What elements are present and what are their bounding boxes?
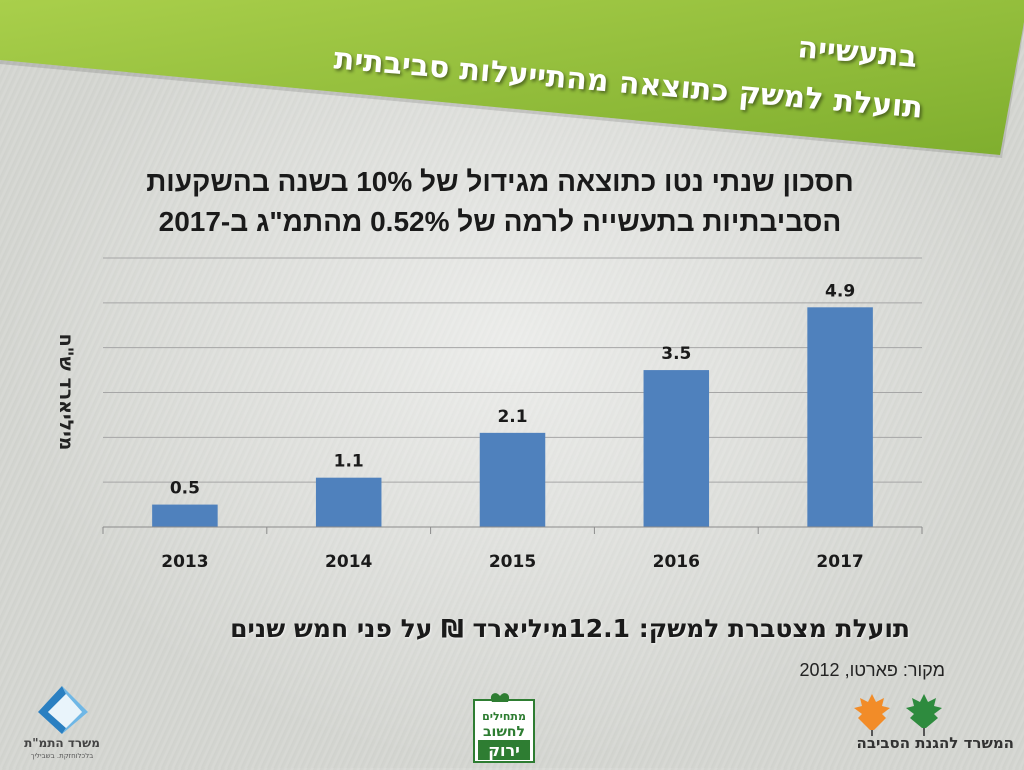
data-label-2014: 1.1 bbox=[334, 452, 364, 472]
header-banner bbox=[0, 0, 1024, 158]
chart-subtitle-line-2: הסביבתיות בתעשייה לרמה של 0.52% מהתמ"ג ב… bbox=[158, 206, 842, 237]
environment-ministry-logo: המשרד להגנת הסביבה bbox=[810, 692, 1020, 764]
bar-chart: 0.5 1.1 2.1 3.5 4.9 2013 2014 2015 2016 2017 bbox=[102, 257, 923, 572]
environment-ministry-name: המשרד להגנת הסביבה bbox=[856, 734, 1014, 752]
data-label-2017: 4.9 bbox=[825, 281, 855, 301]
chart-bars bbox=[152, 307, 873, 527]
think-green-line-2: לחשוב bbox=[483, 724, 525, 740]
source-note: מקור: פארטו, 2012 bbox=[799, 660, 945, 680]
data-label-2016: 3.5 bbox=[661, 344, 691, 364]
x-tick-label-2014: 2014 bbox=[325, 552, 372, 572]
bar-2015 bbox=[479, 432, 546, 527]
chart-x-axis: 2013 2014 2015 2016 2017 bbox=[102, 526, 923, 572]
think-green-logo: מתחילים לחשוב ירוק bbox=[470, 690, 550, 766]
triangle-logo-icon bbox=[38, 686, 88, 734]
x-tick-label-2017: 2017 bbox=[816, 552, 863, 572]
ministry-economy-logo: משרד התמ"ת בלכלוחזקת. בשביליך bbox=[8, 684, 116, 766]
chart-subtitle-line-1: חסכון שנתי נטו כתוצאה מגידול של 10% בשנה… bbox=[146, 166, 854, 197]
y-axis-label: מיליארד ש"ח bbox=[55, 333, 77, 451]
leaves-logo-icon bbox=[854, 694, 942, 736]
think-green-line-1: מתחילים bbox=[482, 710, 526, 723]
ministry-economy-name: משרד התמ"ת bbox=[24, 736, 100, 750]
think-green-line-3: ירוק bbox=[488, 741, 520, 760]
bar-2014 bbox=[315, 477, 382, 527]
chart-subtitle: חסכון שנתי נטו כתוצאה מגידול של 10% בשנה… bbox=[90, 162, 910, 242]
data-label-2013: 0.5 bbox=[170, 479, 200, 499]
data-label-2015: 2.1 bbox=[497, 407, 527, 427]
ministry-economy-tagline: בלכלוחזקת. בשביליך bbox=[30, 752, 94, 760]
bar-2016 bbox=[643, 370, 710, 527]
bar-2013 bbox=[152, 504, 218, 527]
green-badge-logo: מתחילים לחשוב ירוק bbox=[473, 693, 535, 763]
chart-data-labels: 0.5 1.1 2.1 3.5 4.9 bbox=[170, 281, 855, 498]
cumulative-benefit-summary: תועלת מצטברת למשק: 12.1מיליארד ₪ על פני … bbox=[230, 614, 910, 643]
x-tick-label-2013: 2013 bbox=[161, 552, 208, 572]
x-tick-label-2015: 2015 bbox=[489, 552, 536, 572]
x-tick-label-2016: 2016 bbox=[653, 552, 700, 572]
bar-2017 bbox=[807, 307, 873, 527]
